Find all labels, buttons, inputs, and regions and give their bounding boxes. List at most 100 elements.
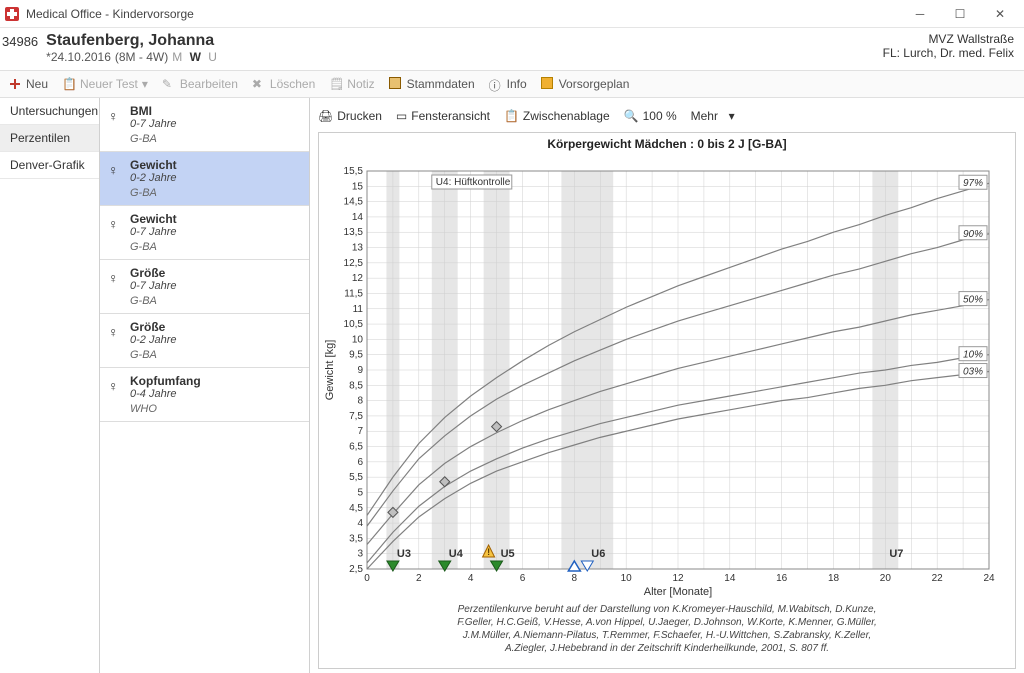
- fensteransicht-button[interactable]: ▭Fensteransicht: [396, 109, 490, 123]
- stammdaten-button[interactable]: Stammdaten: [389, 77, 475, 91]
- patient-age: (8M - 4W): [115, 50, 168, 64]
- svg-text:03%: 03%: [963, 367, 983, 378]
- svg-text:14: 14: [352, 212, 364, 223]
- svg-text:4: 4: [357, 518, 363, 529]
- vorsorgeplan-button[interactable]: Vorsorgeplan: [541, 77, 630, 91]
- category-sub: 0-7 Jahre: [130, 118, 301, 130]
- female-icon: ♀: [108, 378, 119, 394]
- note-icon: 🗒: [329, 77, 343, 91]
- chart-footer: Perzentilenkurve beruht auf der Darstell…: [319, 601, 1015, 659]
- category-item[interactable]: ♀Größe0-2 JahreG-BA: [100, 314, 309, 368]
- left-tab-denver-grafik[interactable]: Denver-Grafik: [0, 152, 99, 179]
- window-title: Medical Office - Kindervorsorge: [26, 7, 900, 21]
- percentile-chart: 0246810121416182022242,533,544,555,566,5…: [319, 153, 1015, 601]
- category-sub: 0-2 Jahre: [130, 172, 301, 184]
- svg-text:7,5: 7,5: [349, 411, 363, 422]
- edit-icon: ✎: [162, 77, 176, 91]
- svg-text:90%: 90%: [963, 229, 983, 240]
- category-title: Größe: [130, 266, 301, 280]
- titlebar: Medical Office - Kindervorsorge ─ ☐ ✕: [0, 0, 1024, 28]
- svg-text:13: 13: [352, 243, 364, 254]
- svg-text:11: 11: [353, 304, 364, 315]
- category-src: WHO: [130, 403, 301, 415]
- svg-text:13,5: 13,5: [344, 227, 364, 238]
- info-button[interactable]: ⓘInfo: [489, 77, 527, 91]
- neu-button[interactable]: Neu: [8, 77, 48, 91]
- category-sub: 0-4 Jahre: [130, 388, 301, 400]
- delete-icon: ✖: [252, 77, 266, 91]
- print-icon: 🖨: [318, 109, 333, 123]
- window-icon: ▭: [396, 109, 407, 123]
- svg-text:U5: U5: [501, 548, 515, 560]
- svg-text:12,5: 12,5: [344, 258, 364, 269]
- category-item[interactable]: ♀Gewicht0-7 JahreG-BA: [100, 206, 309, 260]
- svg-text:4,5: 4,5: [349, 503, 363, 514]
- svg-text:U3: U3: [397, 548, 411, 560]
- svg-text:8: 8: [357, 396, 363, 407]
- loeschen-button[interactable]: ✖Löschen: [252, 77, 315, 91]
- chart-title: Körpergewicht Mädchen : 0 bis 2 J [G-BA]: [319, 133, 1015, 153]
- window-close-button[interactable]: ✕: [980, 0, 1020, 28]
- svg-text:24: 24: [983, 573, 995, 584]
- patient-org-info: MVZ Wallstraße FL: Lurch, Dr. med. Felix: [883, 32, 1014, 60]
- svg-text:20: 20: [880, 573, 892, 584]
- svg-text:!: !: [487, 547, 490, 557]
- zwischenablage-button[interactable]: 📋Zwischenablage: [504, 109, 610, 123]
- female-icon: ♀: [108, 324, 119, 340]
- svg-text:10: 10: [621, 573, 633, 584]
- category-item[interactable]: ♀Gewicht0-2 JahreG-BA: [100, 152, 309, 206]
- category-title: Gewicht: [130, 212, 301, 226]
- svg-text:14,5: 14,5: [344, 197, 364, 208]
- bearbeiten-button[interactable]: ✎Bearbeiten: [162, 77, 238, 91]
- svg-text:50%: 50%: [963, 295, 983, 306]
- neuer-test-button[interactable]: 📋Neuer Test ▾: [62, 77, 148, 91]
- category-sub: 0-2 Jahre: [130, 334, 301, 346]
- clipboard-icon: 📋: [504, 109, 519, 123]
- svg-text:8: 8: [572, 573, 578, 584]
- patient-doctor: FL: Lurch, Dr. med. Felix: [883, 46, 1014, 60]
- category-title: BMI: [130, 104, 301, 118]
- svg-text:18: 18: [828, 573, 840, 584]
- patient-name: Staufenberg, Johanna: [46, 32, 219, 50]
- category-list: ♀BMI0-7 JahreG-BA♀Gewicht0-2 JahreG-BA♀G…: [100, 98, 310, 673]
- female-icon: ♀: [108, 162, 119, 178]
- category-item[interactable]: ♀BMI0-7 JahreG-BA: [100, 98, 309, 152]
- svg-text:U7: U7: [889, 548, 903, 560]
- left-tab-untersuchungen[interactable]: Untersuchungen: [0, 98, 99, 125]
- left-tabs: UntersuchungenPerzentilenDenver-Grafik: [0, 98, 100, 673]
- window-minimize-button[interactable]: ─: [900, 0, 940, 28]
- svg-text:3: 3: [357, 549, 363, 560]
- svg-text:15: 15: [352, 181, 364, 192]
- drucken-button[interactable]: 🖨Drucken: [318, 109, 382, 123]
- category-item[interactable]: ♀Kopfumfang0-4 JahreWHO: [100, 368, 309, 422]
- category-src: G-BA: [130, 133, 301, 145]
- svg-text:16: 16: [776, 573, 788, 584]
- svg-text:0: 0: [364, 573, 370, 584]
- test-icon: 📋: [62, 77, 76, 91]
- svg-text:6: 6: [520, 573, 526, 584]
- notiz-button[interactable]: 🗒Notiz: [329, 77, 374, 91]
- category-src: G-BA: [130, 241, 301, 253]
- svg-text:9,5: 9,5: [349, 350, 363, 361]
- svg-text:6,5: 6,5: [349, 442, 363, 453]
- patient-bar: 34986 Staufenberg, Johanna *24.10.2016 (…: [0, 28, 1024, 70]
- app-icon: [4, 6, 20, 22]
- gender-indicator: M W U: [172, 50, 219, 64]
- svg-text:22: 22: [932, 573, 944, 584]
- svg-text:10%: 10%: [963, 350, 983, 361]
- svg-text:2,5: 2,5: [349, 564, 363, 575]
- category-src: G-BA: [130, 349, 301, 361]
- window-maximize-button[interactable]: ☐: [940, 0, 980, 28]
- plus-icon: [8, 77, 22, 91]
- svg-text:12: 12: [672, 573, 684, 584]
- svg-text:7: 7: [357, 426, 363, 437]
- female-icon: ♀: [108, 270, 119, 286]
- mehr-button[interactable]: Mehr ▾: [691, 109, 735, 123]
- svg-text:3,5: 3,5: [349, 533, 363, 544]
- zoom-control[interactable]: 🔍100 %: [624, 109, 677, 123]
- left-tab-perzentilen[interactable]: Perzentilen: [0, 125, 99, 152]
- category-sub: 0-7 Jahre: [130, 280, 301, 292]
- category-item[interactable]: ♀Größe0-7 JahreG-BA: [100, 260, 309, 314]
- chart-container: Körpergewicht Mädchen : 0 bis 2 J [G-BA]…: [318, 132, 1016, 669]
- female-icon: ♀: [108, 216, 119, 232]
